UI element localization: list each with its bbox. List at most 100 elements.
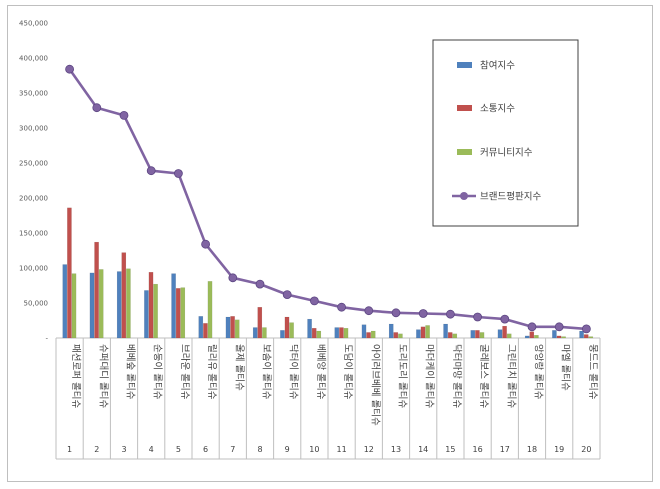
bar-소통지수 <box>257 307 263 339</box>
line-point <box>391 308 401 318</box>
bar-소통지수 <box>366 332 371 339</box>
legend-swatch <box>457 105 472 111</box>
legend-swatch <box>457 149 472 155</box>
legend-label: 커뮤니티지수 <box>480 148 533 159</box>
bar-참여지수 <box>144 290 149 339</box>
bar-커뮤니티지수 <box>180 287 186 339</box>
bar-커뮤니티지수 <box>534 335 539 339</box>
bar-참여지수 <box>361 324 367 339</box>
line-point <box>527 322 537 332</box>
legend-label: 브랜드평판지수 <box>480 192 541 203</box>
bar-커뮤니티지수 <box>316 330 322 339</box>
y-tick-label: 300,000 <box>19 125 48 133</box>
bar-소통지수 <box>339 327 344 339</box>
bar-참여지수 <box>579 330 584 339</box>
bar-참여지수 <box>280 330 285 339</box>
bar-커뮤니티지수 <box>207 281 213 339</box>
bar-소통지수 <box>311 328 317 339</box>
bar-커뮤니티지수 <box>398 333 403 339</box>
category-number: 9 <box>285 445 290 454</box>
category-name: 아이러브베베 롤티슈 <box>369 344 380 426</box>
line-point <box>445 309 455 319</box>
category-name: 앙앙랑 롤티슈 <box>533 344 545 400</box>
bar-참여지수 <box>524 335 530 339</box>
category-name: 보솜이 롤티슈 <box>261 344 272 400</box>
bar-커뮤니티지수 <box>452 333 458 339</box>
bar-소통지수 <box>447 332 453 339</box>
y-tick-label: 400,000 <box>19 55 48 63</box>
line-point <box>173 169 183 178</box>
bar-참여지수 <box>470 330 476 339</box>
bar-참여지수 <box>416 329 421 339</box>
bar-커뮤니티지수 <box>71 273 77 339</box>
bar-소통지수 <box>94 241 99 339</box>
bar-참여지수 <box>62 264 68 339</box>
y-tick-label: 450,000 <box>19 20 48 28</box>
bar-소통지수 <box>529 331 535 339</box>
category-number: 16 <box>473 445 483 454</box>
bar-참여지수 <box>171 273 176 339</box>
category-number: 20 <box>581 445 591 454</box>
y-tick-label: 250,000 <box>19 160 48 168</box>
category-number: 10 <box>309 445 319 454</box>
bar-커뮤니티지수 <box>561 336 566 339</box>
category-name: 베베앙 롤티슈 <box>315 344 327 400</box>
bar-커뮤니티지수 <box>234 319 240 339</box>
line-point <box>500 314 510 324</box>
category-number: 17 <box>500 445 510 454</box>
category-name: 슈퍼대디 롤티슈 <box>97 344 108 408</box>
line-point <box>255 279 265 289</box>
bar-소통지수 <box>475 330 480 339</box>
bar-참여지수 <box>552 330 557 339</box>
category-number: 15 <box>445 445 455 454</box>
line-point <box>473 312 483 322</box>
category-name: 릴리유 롤티슈 <box>206 344 217 400</box>
y-tick-label: 50,000 <box>24 300 49 308</box>
bar-커뮤니티지수 <box>289 322 294 339</box>
category-name: 울제 롤티슈 <box>233 344 244 391</box>
bar-참여지수 <box>388 323 394 339</box>
bar-소통지수 <box>420 326 426 339</box>
bar-소통지수 <box>393 332 399 339</box>
bar-참여지수 <box>198 316 204 339</box>
bar-참여지수 <box>225 316 231 339</box>
line-point <box>146 166 156 176</box>
bar-소통지수 <box>583 334 589 339</box>
category-name: 마엘 롤티슈 <box>560 344 571 391</box>
line-브랜드평판지수 <box>68 68 587 331</box>
category-name: 마더케이 롤티슈 <box>424 344 435 408</box>
category-number: 8 <box>257 445 262 454</box>
category-number: 12 <box>364 445 374 454</box>
category-number: 11 <box>337 445 347 454</box>
y-tick-label: 350,000 <box>19 90 48 98</box>
bar-소통지수 <box>284 316 290 339</box>
legend-marker <box>460 192 468 200</box>
bar-소통지수 <box>148 272 154 339</box>
bar-커뮤니티지수 <box>425 325 430 339</box>
bar-커뮤니티지수 <box>153 283 158 339</box>
y-tick-label: 150,000 <box>19 230 48 238</box>
bar-참여지수 <box>443 323 448 339</box>
category-name: 닥터이 롤티슈 <box>288 344 299 400</box>
bar-소통지수 <box>67 207 72 339</box>
bar-소통지수 <box>121 252 127 339</box>
bar-참여지수 <box>89 272 95 339</box>
category-name: 닥터마망 롤티슈 <box>451 344 462 408</box>
bar-커뮤니티지수 <box>479 332 485 339</box>
bar-소통지수 <box>203 323 208 339</box>
bar-커뮤니티지수 <box>262 327 267 339</box>
bar-참여지수 <box>334 327 340 339</box>
category-number: 2 <box>94 445 99 454</box>
category-name: 그린티치 롤티슈 <box>505 344 517 408</box>
category-name: 도리도리 롤티슈 <box>397 344 408 408</box>
category-number: 14 <box>418 445 428 454</box>
line-point <box>337 302 347 312</box>
bar-커뮤니티지수 <box>370 330 376 339</box>
bar-커뮤니티지수 <box>588 336 594 339</box>
category-number: 5 <box>176 445 181 454</box>
bar-참여지수 <box>252 327 258 339</box>
legend-label: 참여지수 <box>480 60 515 72</box>
bar-커뮤니티지수 <box>343 328 349 339</box>
bar-소통지수 <box>230 316 235 339</box>
